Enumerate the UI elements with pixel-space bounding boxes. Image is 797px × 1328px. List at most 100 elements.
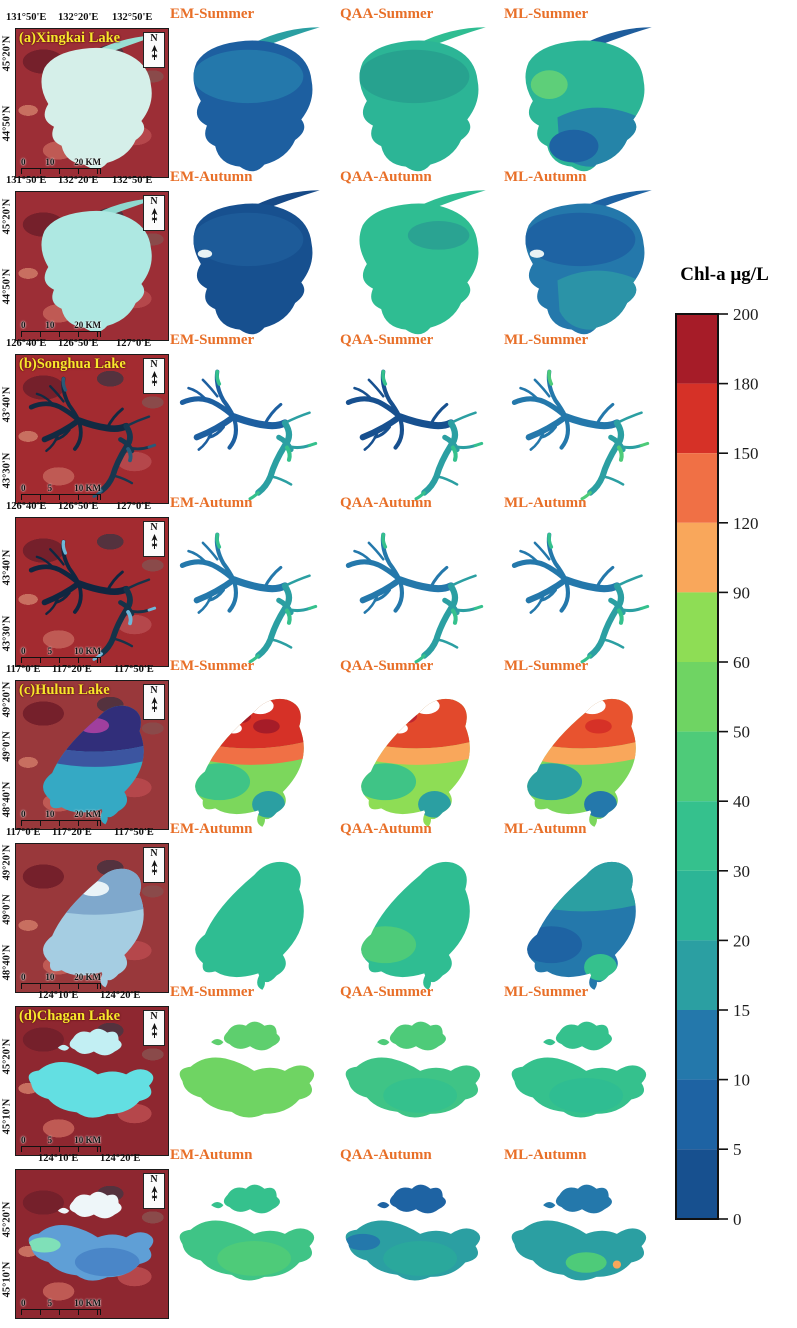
panel-label: (c)Hulun Lake [19,682,110,698]
column-header: EM-Summer [170,984,255,1000]
column-header: EM-Autumn [170,821,253,837]
satellite-panel-hulun-autumn: N 0 10 20 KM [15,843,169,993]
scale-bar: 0 5 10 KM [21,646,101,663]
colorbar-tick: 150 [733,444,759,463]
lat-label: 49°20'N [1,844,13,881]
lon-label: 117°50'E [114,664,154,675]
lon-label: 117°0'E [6,664,41,675]
chla-map-chagan-summer-qaa [345,1021,481,1118]
column-header: ML-Summer [504,984,589,1000]
column-header: EM-Summer [170,332,255,348]
lat-label: 44°50'N [1,105,13,142]
scale-bar: 0 10 20 KM [21,157,101,174]
north-arrow-icon: N [143,684,165,720]
chla-map-songhua-autumn-ml [498,511,662,667]
chla-map-hulun-summer-ml [527,698,636,827]
chla-map-songhua-autumn-qaa [332,511,496,667]
column-header: ML-Summer [504,658,589,674]
lat-label: 43°30'N [1,452,13,489]
column-header: EM-Autumn [170,495,253,511]
column-header: QAA-Autumn [340,495,432,511]
chla-map-songhua-summer-qaa [332,348,496,504]
chla-map-xingkai-autumn-em [193,190,320,335]
chla-map-chagan-autumn-qaa [345,1184,481,1281]
lon-label: 127°0'E [116,338,152,349]
chla-map-chagan-autumn-ml [511,1184,647,1281]
lon-label: 127°0'E [116,501,152,512]
chla-map-hulun-autumn-qaa [361,861,470,990]
lat-label: 45°20'N [1,1038,13,1075]
lon-label: 124°20'E [100,1153,141,1164]
column-header: EM-Autumn [170,169,253,185]
lat-label: 49°0'N [1,731,13,762]
lat-label: 43°40'N [1,386,13,423]
chla-map-songhua-summer-em [166,348,330,504]
scale-bar: 0 5 10 KM [21,1298,101,1315]
scale-bar: 0 10 20 KM [21,972,101,989]
chla-map-songhua-summer-ml [498,348,662,504]
panel-label: (b)Songhua Lake [19,356,126,372]
column-header: QAA-Summer [340,658,434,674]
lon-label: 132°20'E [58,175,99,186]
column-header: QAA-Autumn [340,1147,432,1163]
lon-label: 124°20'E [100,990,141,1001]
column-header: QAA-Autumn [340,169,432,185]
scale-bar: 0 5 10 KM [21,1135,101,1152]
chla-map-songhua-autumn-em [166,511,330,667]
scale-bar: 0 10 20 KM [21,809,101,826]
lon-label: 132°20'E [58,12,99,23]
lat-label: 45°10'N [1,1098,13,1135]
satellite-panel-songhua-autumn: N 0 5 10 KM [15,517,169,667]
north-arrow-icon: N [143,847,165,883]
scale-bar: 0 5 10 KM [21,483,101,500]
lat-label: 45°20'N [1,1201,13,1238]
column-header: ML-Autumn [504,495,587,511]
lat-label: 45°20'N [1,35,13,72]
colorbar-title: Chl-a µg/L [680,264,769,285]
lon-label: 132°50'E [112,175,153,186]
lon-label: 126°40'E [6,501,47,512]
colorbar-tick: 120 [733,514,759,533]
colorbar-tick: 15 [733,1001,750,1020]
lon-label: 126°50'E [58,338,99,349]
chla-map-chagan-summer-ml [511,1021,647,1118]
column-header: ML-Autumn [504,169,587,185]
column-header: ML-Autumn [504,1147,587,1163]
chla-map-xingkai-summer-qaa [359,27,486,172]
lon-label: 131°50'E [6,175,47,186]
lat-label: 48°40'N [1,781,13,818]
lon-label: 126°40'E [6,338,47,349]
colorbar-tick: 90 [733,583,750,602]
north-arrow-icon: N [143,521,165,557]
lat-label: 44°50'N [1,268,13,305]
chla-map-xingkai-summer-em [193,27,320,172]
column-header: ML-Autumn [504,821,587,837]
lat-label: 45°20'N [1,198,13,235]
column-header: EM-Summer [170,6,255,22]
satellite-panel-chagan-summer: (d)Chagan Lake N 0 5 10 KM [15,1006,169,1156]
colorbar-tick: 20 [733,931,750,950]
chla-map-chagan-autumn-em [179,1184,315,1281]
chla-map-xingkai-autumn-qaa [359,190,486,335]
colorbar-tick: 0 [733,1210,742,1229]
lat-label: 43°30'N [1,615,13,652]
colorbar-tick: 50 [733,723,750,742]
column-header: QAA-Summer [340,6,434,22]
panel-label: (d)Chagan Lake [19,1008,121,1024]
lat-label: 48°40'N [1,944,13,981]
column-header: QAA-Summer [340,332,434,348]
chla-map-hulun-autumn-em [195,861,304,990]
north-arrow-icon: N [143,1173,165,1209]
colorbar-tick: 5 [733,1140,742,1159]
colorbar: 200 180 150 120 90 60 50 40 30 20 15 10 … [675,306,759,1229]
lat-label: 49°20'N [1,681,13,718]
chla-map-chagan-summer-em [179,1021,315,1118]
lon-label: 124°10'E [38,1153,79,1164]
lon-label: 117°0'E [6,827,41,838]
chla-map-xingkai-autumn-ml [525,190,652,335]
colorbar-tick: 60 [733,653,750,672]
lon-label: 117°20'E [52,827,92,838]
colorbar-tick: 40 [733,792,750,811]
north-arrow-icon: N [143,195,165,231]
